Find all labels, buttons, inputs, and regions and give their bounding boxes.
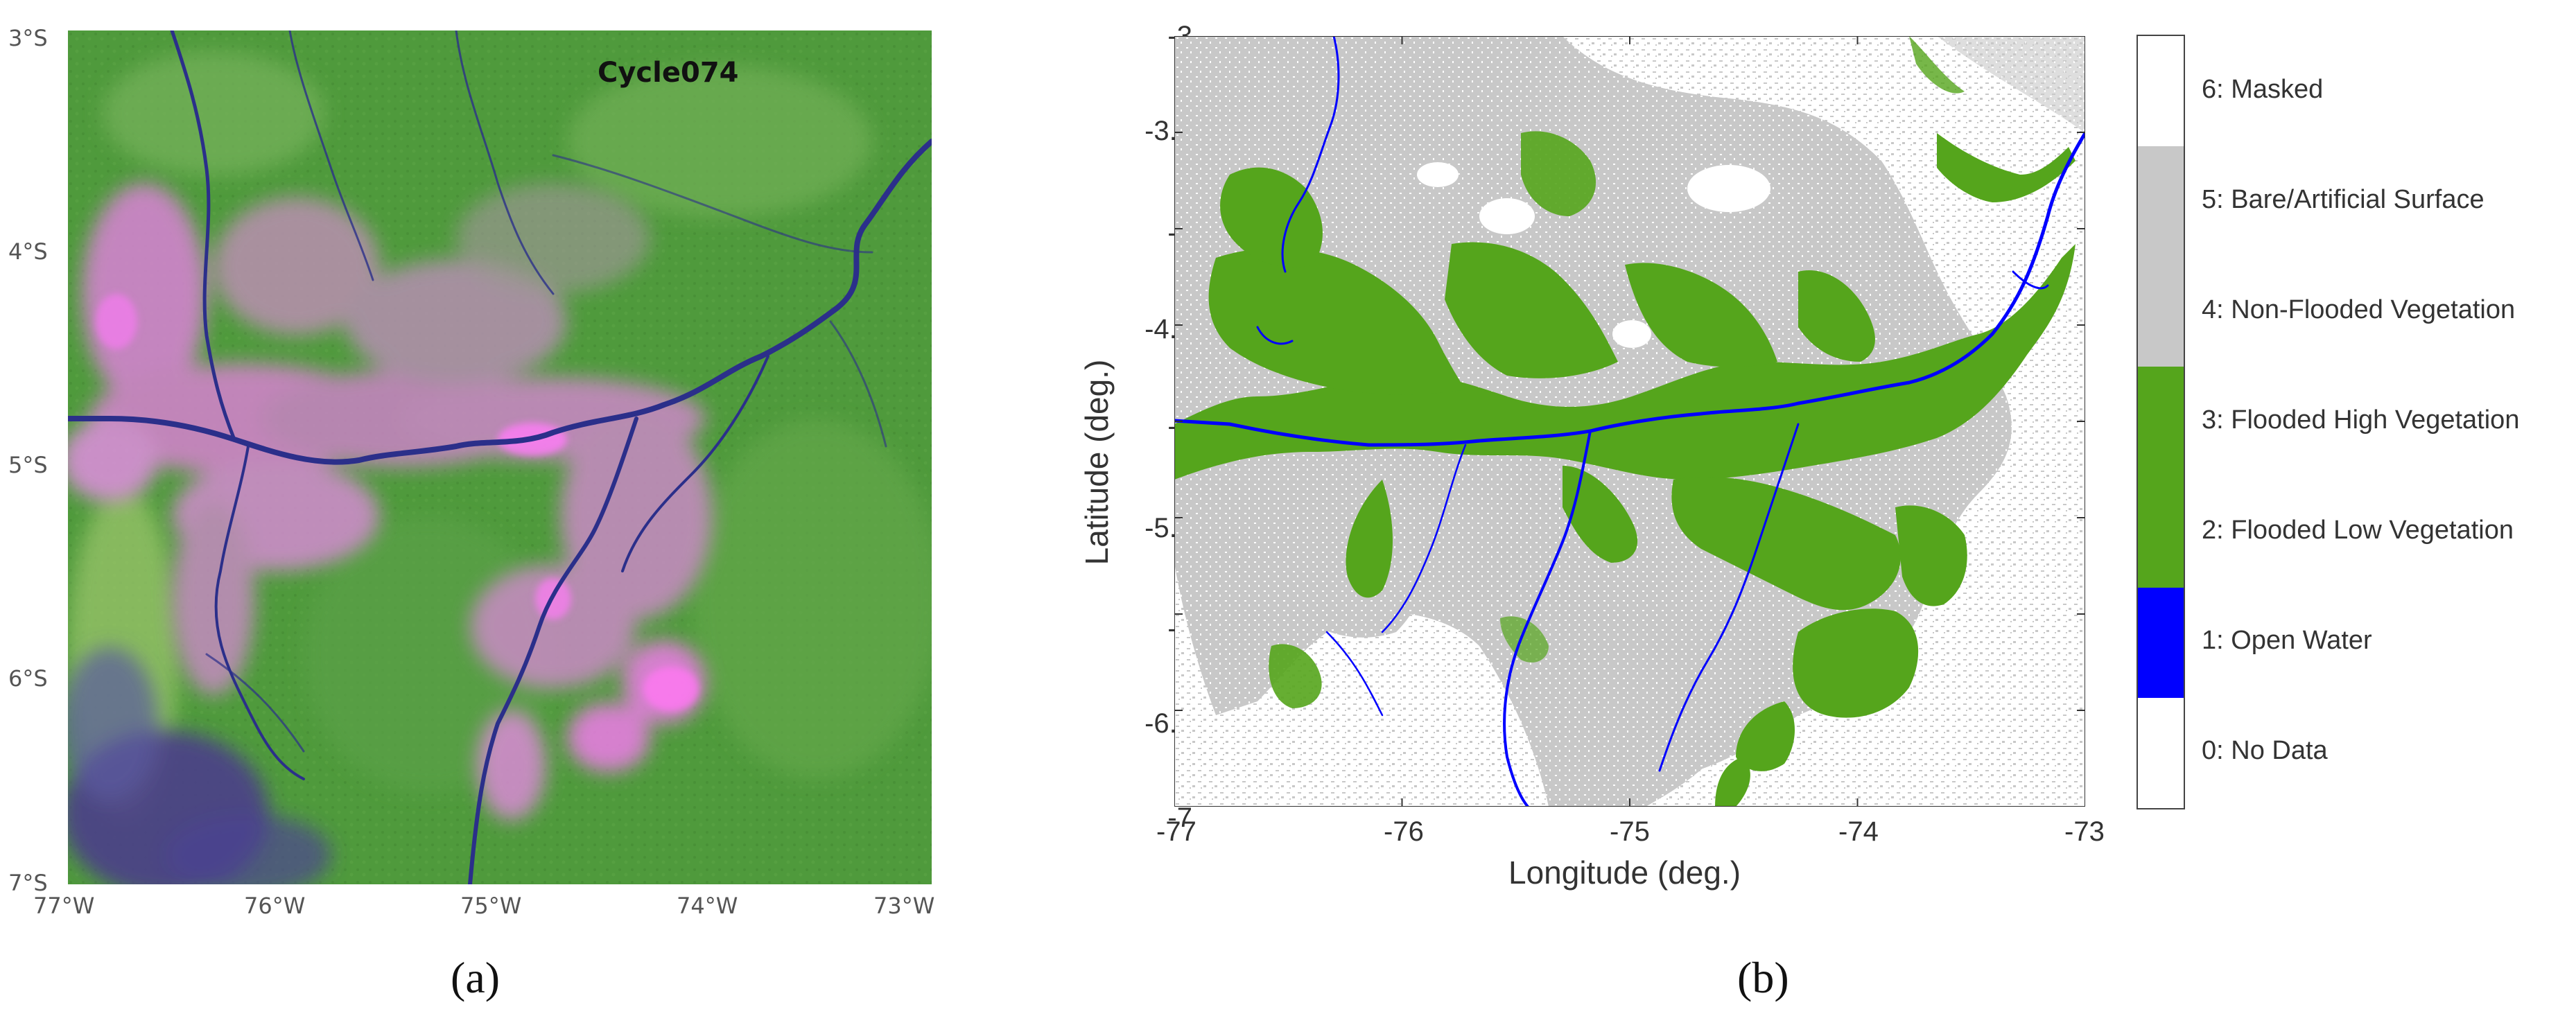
- lat-tick-label: 6°S: [8, 665, 48, 692]
- open-water: [1174, 36, 2085, 807]
- x-axis-title: Longitude (deg.): [1508, 855, 1741, 891]
- legend-label: 2: Flooded Low Vegetation: [2202, 516, 2514, 545]
- flooded-vegetation: [1174, 36, 2075, 807]
- axis-ticks: [1174, 36, 2085, 807]
- lat-tick-label: 7°S: [8, 870, 48, 896]
- lon-tick-label: 73°W: [873, 893, 935, 919]
- colorbar-segment: [2138, 36, 2184, 147]
- x-tick-label: -74: [1838, 816, 1879, 847]
- x-tick-label: -76: [1384, 816, 1424, 847]
- panel-a-label: (a): [451, 953, 501, 1002]
- legend-label: 1: Open Water: [2202, 626, 2372, 656]
- y-tick-label: -7: [1167, 803, 1192, 833]
- lat-tick-label: 3°S: [8, 25, 48, 51]
- colorbar-segment: [2138, 146, 2184, 257]
- x-tick-label: -75: [1610, 816, 1650, 847]
- rivers: [68, 30, 932, 884]
- lon-tick-label: 77°W: [33, 893, 95, 919]
- satellite-image: [68, 30, 932, 884]
- classification-map: [1174, 36, 2085, 807]
- colorbar-segment: [2138, 697, 2184, 808]
- panel-b: -3 -3.5 -4 -4.5 -5 -5.5 -6 -6.5 -7 Latit…: [1040, 0, 2576, 1025]
- lon-tick-label: 74°W: [677, 893, 738, 919]
- colorbar: [2136, 35, 2185, 809]
- lon-tick-label: 76°W: [244, 893, 306, 919]
- colorbar-segment: [2138, 587, 2184, 698]
- flooded-areas: [68, 183, 713, 821]
- legend-label: 3: Flooded High Vegetation: [2202, 405, 2520, 435]
- y-axis-title: Latitude (deg.): [1079, 359, 1115, 566]
- x-tick-label: -77: [1156, 816, 1196, 847]
- legend-label: 6: Masked: [2202, 74, 2324, 104]
- masked-areas: [1417, 162, 1770, 348]
- lat-tick-label: 5°S: [8, 452, 48, 478]
- legend-label: 4: Non-Flooded Vegetation: [2202, 295, 2516, 324]
- colorbar-labels: 6: Masked 5: Bare/Artificial Surface 4: No…: [2202, 35, 2576, 809]
- x-tick-label: -73: [2064, 816, 2105, 847]
- colorbar-segment: [2138, 256, 2184, 367]
- legend-label: 5: Bare/Artificial Surface: [2202, 184, 2484, 214]
- lat-tick-label: 4°S: [8, 238, 48, 265]
- colorbar-segment: [2138, 367, 2184, 478]
- panel-b-label: (b): [1737, 953, 1789, 1002]
- cycle-title: Cycle074: [598, 57, 739, 89]
- panel-a: 3°S 4°S 5°S 6°S 7°S: [0, 0, 1040, 1025]
- lon-tick-label: 75°W: [460, 893, 522, 919]
- legend-label: 0: No Data: [2202, 736, 2328, 766]
- colorbar-segment: [2138, 477, 2184, 588]
